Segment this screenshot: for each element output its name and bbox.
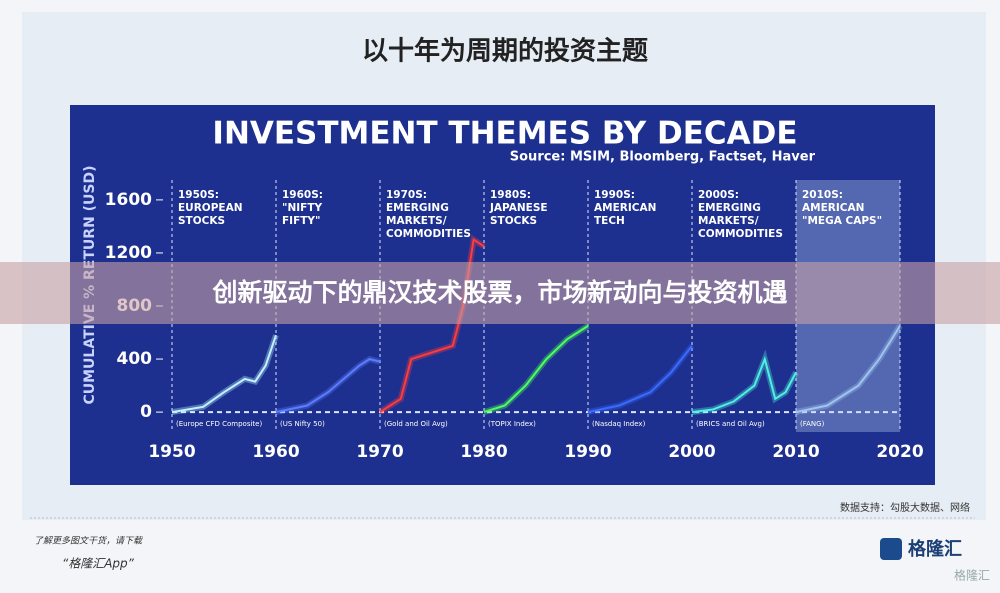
panel-label: 1960S:	[282, 189, 323, 201]
panel-label: 1980S:	[490, 189, 531, 201]
panel-label: 1990S:	[594, 189, 635, 201]
index-label: (Nasdaq Index)	[592, 420, 646, 428]
panel-label: COMMODITIES	[386, 228, 471, 240]
banner-text: 创新驱动下的鼎汉技术股票，市场新动向与投资机遇	[211, 278, 787, 307]
y-tick-label: 0	[140, 402, 152, 422]
series-line	[275, 358, 381, 414]
series-line	[587, 345, 693, 414]
panel-label: STOCKS	[178, 215, 225, 227]
y-tick-label: 400	[117, 349, 153, 369]
footer-app: “格隆汇App”	[62, 557, 135, 571]
series-line	[691, 355, 797, 414]
chart-subtitle: Source: MSIM, Bloomberg, Factset, Haver	[510, 150, 816, 165]
index-label: (BRICS and Oil Avg)	[696, 420, 765, 428]
x-tick-label: 2000	[668, 442, 715, 462]
index-label: (US Nifty 50)	[280, 420, 325, 428]
footer-promo: 了解更多图文干货，请下载	[34, 536, 143, 547]
panel-label: MARKETS/	[698, 215, 759, 227]
series-line	[171, 334, 277, 414]
panel-label: FIFTY"	[282, 215, 321, 227]
page-title: 以十年为周期的投资主题	[362, 36, 648, 67]
panel-label: EMERGING	[386, 202, 449, 214]
index-label: (Gold and Oil Avg)	[384, 420, 448, 428]
panel-label: AMERICAN	[594, 202, 656, 214]
panel-label: 1950S:	[178, 189, 219, 201]
panel-label: 1970S:	[386, 189, 427, 201]
panel-label: EUROPEAN	[178, 202, 243, 214]
y-tick-label: 1200	[105, 243, 152, 263]
banner	[0, 262, 1000, 324]
panel-label: JAPANESE	[489, 202, 548, 214]
x-tick-label: 1990	[564, 442, 611, 462]
watermark: 格隆汇	[954, 568, 990, 583]
index-label: (FANG)	[800, 420, 825, 428]
y-tick-label: 1600	[105, 190, 152, 210]
x-tick-label: 2020	[876, 442, 923, 462]
x-tick-label: 1950	[148, 442, 195, 462]
series-line	[795, 325, 901, 414]
panel-label: MARKETS/	[386, 215, 447, 227]
series-line	[483, 325, 589, 414]
series-line	[379, 238, 485, 413]
logo-icon	[880, 538, 902, 560]
panel-label: TECH	[594, 215, 625, 227]
x-tick-label: 1960	[252, 442, 299, 462]
chart-title: INVESTMENT THEMES BY DECADE	[212, 116, 797, 152]
panel-label: "MEGA CAPS"	[802, 215, 882, 227]
panel-label: EMERGING	[698, 202, 761, 214]
index-label: (Europe CFD Composite)	[176, 420, 262, 428]
footer-source: 数据支持：勾股大数据、网络	[840, 501, 970, 514]
panel-label: 2000S:	[698, 189, 739, 201]
logo-text: 格隆汇	[908, 538, 962, 560]
x-tick-label: 1980	[460, 442, 507, 462]
panel-label: "NIFTY	[282, 202, 322, 214]
panel-label: STOCKS	[490, 215, 537, 227]
x-tick-label: 1970	[356, 442, 403, 462]
panel-label: AMERICAN	[802, 202, 864, 214]
panel-label: 2010S:	[802, 189, 843, 201]
panel-label: COMMODITIES	[698, 228, 783, 240]
index-label: (TOPIX Index)	[488, 420, 536, 428]
x-tick-label: 2010	[772, 442, 819, 462]
